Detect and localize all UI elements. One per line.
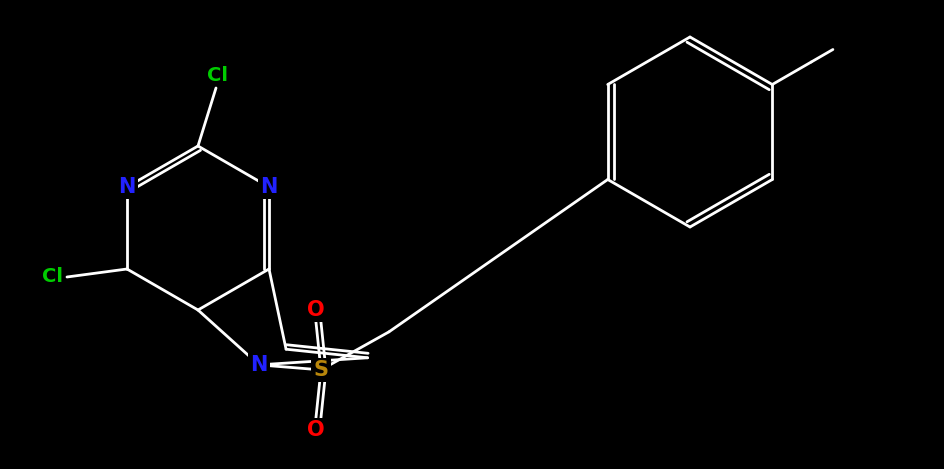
Text: N: N [250,355,267,375]
Text: O: O [307,300,325,320]
Text: Cl: Cl [42,267,63,287]
Text: O: O [307,420,325,440]
Text: S: S [313,360,329,380]
Text: N: N [250,355,267,375]
Text: N: N [260,177,278,197]
Text: O: O [307,420,325,440]
Text: O: O [307,300,325,320]
Text: S: S [313,360,329,380]
Text: Cl: Cl [208,66,228,84]
Text: N: N [118,177,136,197]
Text: N: N [260,177,278,197]
Text: N: N [118,177,136,197]
Text: Cl: Cl [42,267,63,287]
Text: Cl: Cl [208,66,228,84]
